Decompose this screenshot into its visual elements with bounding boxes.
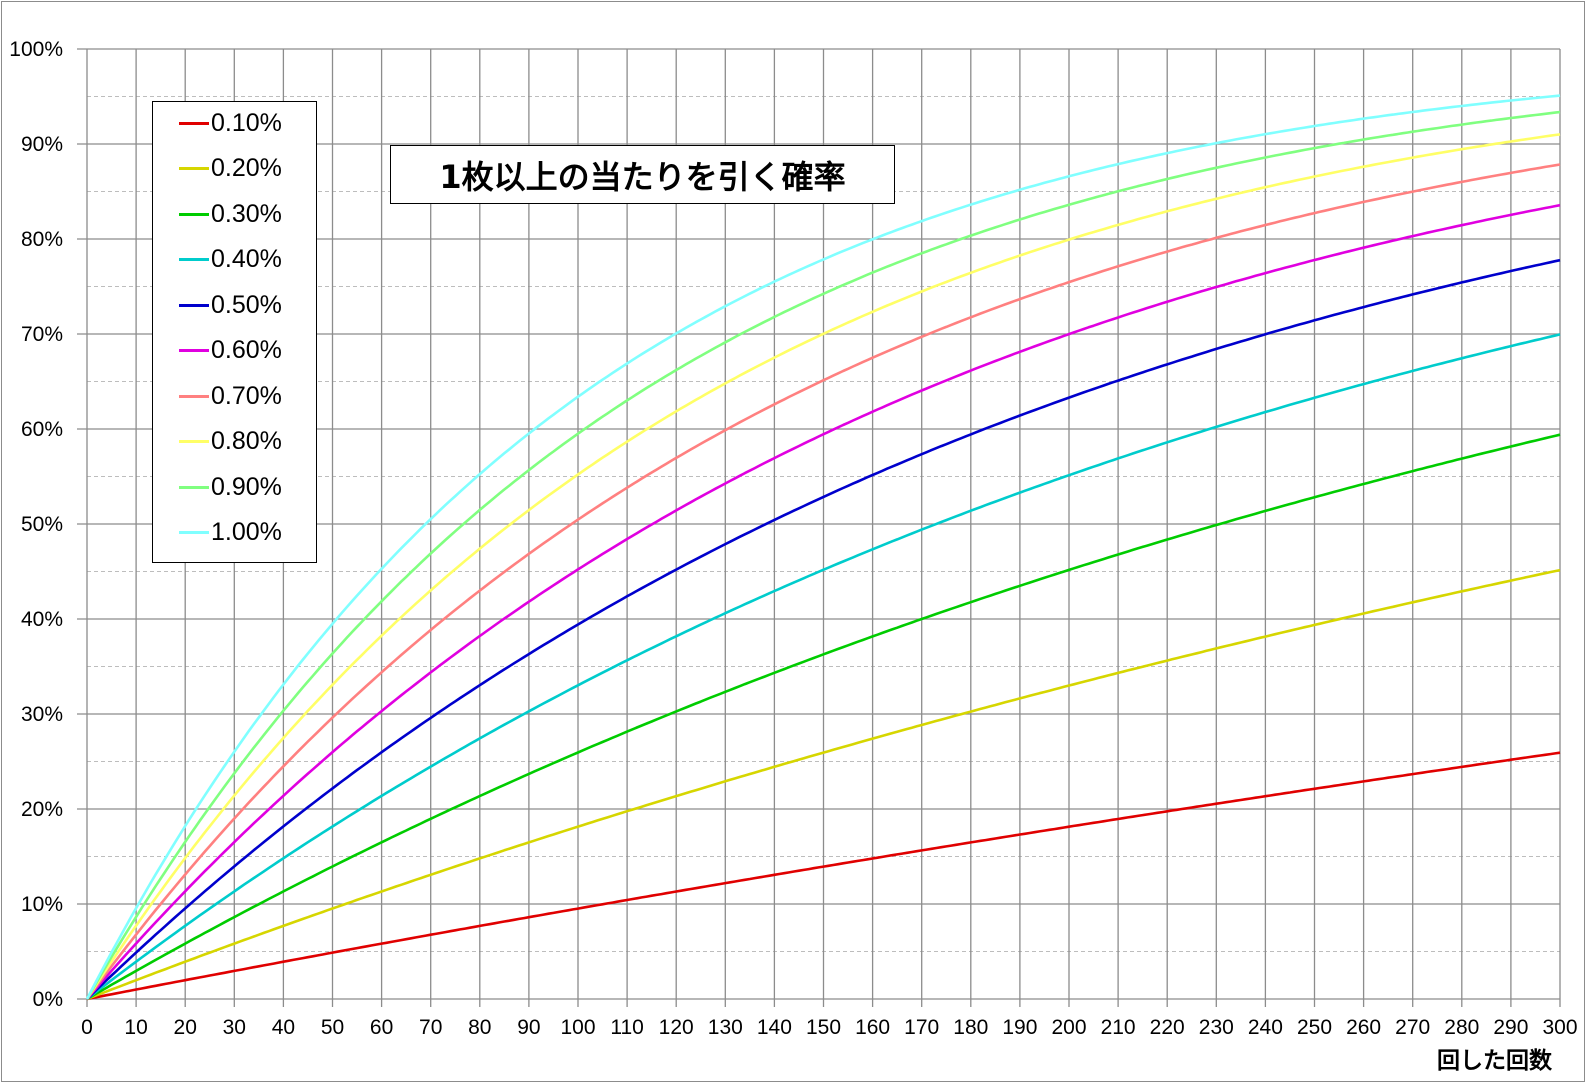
legend-label: 0.40% <box>211 245 282 273</box>
y-tick-label: 90% <box>21 133 63 156</box>
x-tick-label: 130 <box>708 1016 743 1039</box>
series-line-0.50% <box>86 258 1561 1000</box>
x-tick-label: 240 <box>1248 1016 1283 1039</box>
legend-swatch <box>179 303 209 307</box>
chart-title: 1枚以上の当たりを引く確率 <box>390 145 895 204</box>
legend-item: 0.10% <box>179 108 282 138</box>
legend-label: 0.70% <box>211 381 282 410</box>
x-tick-label: 120 <box>659 1016 694 1039</box>
legend-swatch <box>179 349 209 352</box>
legend-swatch <box>179 394 209 398</box>
x-tick-label: 200 <box>1051 1016 1086 1039</box>
x-tick-label: 20 <box>174 1016 197 1039</box>
x-tick-label: 100 <box>560 1016 595 1039</box>
legend-item: 0.20% <box>179 154 282 184</box>
legend-swatch <box>179 531 209 534</box>
y-tick-label: 30% <box>21 703 63 726</box>
series-line-0.90% <box>85 110 1561 1000</box>
x-tick-label: 270 <box>1395 1016 1430 1039</box>
x-tick-label: 230 <box>1199 1016 1234 1039</box>
x-tick-label: 90 <box>517 1016 540 1039</box>
series-line-0.20% <box>86 568 1561 1001</box>
legend-swatch <box>179 121 209 125</box>
legend-label: 0.80% <box>211 427 282 455</box>
series-line-0.10% <box>86 751 1561 1001</box>
legend-swatch <box>179 258 209 261</box>
x-tick-label: 250 <box>1297 1016 1332 1039</box>
x-tick-label: 10 <box>124 1016 147 1039</box>
y-tick-label: 60% <box>21 418 63 441</box>
y-tick-label: 100% <box>9 38 63 61</box>
legend-item: 0.80% <box>179 427 282 457</box>
x-tick-label: 40 <box>272 1016 295 1039</box>
legend-label: 0.90% <box>211 472 282 501</box>
y-tick-label: 20% <box>21 798 63 821</box>
y-tick-label: 0% <box>33 988 63 1011</box>
series-line-0.80% <box>85 133 1561 1000</box>
series-line-0.40% <box>86 333 1561 1001</box>
x-tick-label: 290 <box>1493 1016 1528 1039</box>
legend-swatch <box>179 167 209 170</box>
x-tick-label: 50 <box>321 1016 344 1039</box>
legend-swatch <box>179 485 209 489</box>
x-tick-label: 0 <box>81 1016 93 1039</box>
x-tick-label: 220 <box>1150 1016 1185 1039</box>
x-tick-label: 280 <box>1444 1016 1479 1039</box>
series-line-0.30% <box>86 433 1561 1001</box>
series-line-0.70% <box>85 163 1561 1000</box>
x-tick-label: 30 <box>223 1016 246 1039</box>
y-tick-label: 70% <box>21 323 63 346</box>
series-lines <box>85 94 1561 1001</box>
legend-item: 0.40% <box>179 245 282 275</box>
grid <box>77 48 1561 1007</box>
legend-label: 0.20% <box>211 154 282 182</box>
series-line-1.00% <box>85 94 1561 1000</box>
x-axis-title: 回した回数 <box>1437 1047 1553 1073</box>
x-tick-label: 300 <box>1542 1016 1577 1039</box>
legend-item: 1.00% <box>179 518 282 548</box>
legend-label: 1.00% <box>211 518 282 546</box>
x-tick-label: 70 <box>419 1016 442 1039</box>
x-tick-label: 210 <box>1101 1016 1136 1039</box>
y-tick-label: 50% <box>21 513 63 536</box>
legend-item: 0.90% <box>179 472 282 502</box>
x-tick-label: 80 <box>468 1016 491 1039</box>
legend-swatch <box>179 440 209 443</box>
x-tick-label: 170 <box>904 1016 939 1039</box>
series-line-0.60% <box>86 203 1561 1000</box>
legend-item: 0.60% <box>179 336 282 366</box>
x-tick-label: 140 <box>757 1016 792 1039</box>
y-tick-label: 80% <box>21 228 63 251</box>
y-tick-label: 10% <box>21 893 63 916</box>
x-tick-label: 110 <box>610 1016 643 1039</box>
x-tick-label: 180 <box>953 1016 988 1039</box>
legend-item: 0.70% <box>179 381 282 411</box>
legend: 0.10% 0.20% 0.30% 0.40% 0.50% 0.60% 0.70% 0.80%… <box>152 101 317 563</box>
legend-label: 0.60% <box>211 336 282 364</box>
x-tick-label: 150 <box>806 1016 841 1039</box>
x-tick-label: 60 <box>370 1016 393 1039</box>
tick-labels: 0% 10% 20% 30% 40% 50% 60% 70% 80% 90% 100% 0 10 20 30… <box>9 38 1577 1039</box>
y-tick-label: 40% <box>21 608 63 631</box>
legend-item: 0.50% <box>179 290 282 320</box>
x-tick-label: 260 <box>1346 1016 1381 1039</box>
legend-label: 0.30% <box>211 199 282 228</box>
legend-swatch <box>179 212 209 216</box>
x-tick-label: 190 <box>1002 1016 1037 1039</box>
legend-label: 0.50% <box>211 290 282 319</box>
legend-item: 0.30% <box>179 199 282 229</box>
legend-label: 0.10% <box>211 108 282 137</box>
x-tick-label: 160 <box>855 1016 890 1039</box>
